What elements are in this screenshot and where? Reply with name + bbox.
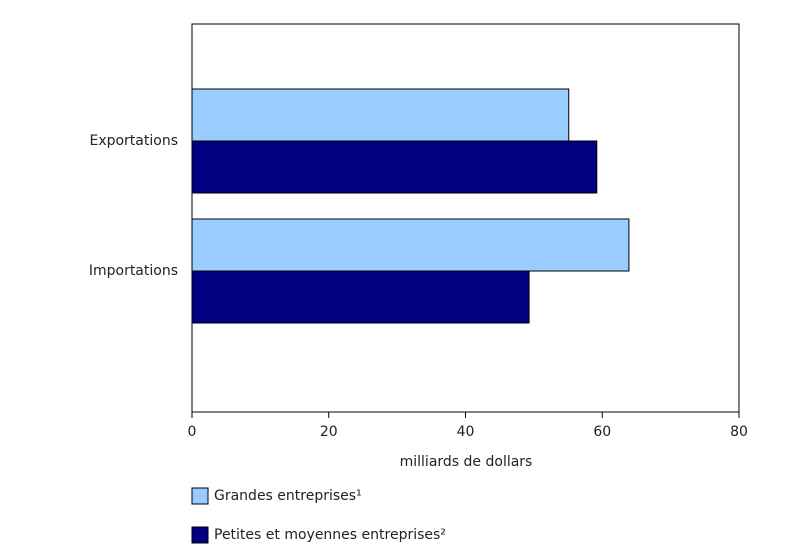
x-tick-label: 40 — [457, 424, 475, 440]
y-tick-label: Importations — [89, 263, 178, 279]
plot-area — [191, 23, 740, 413]
legend-label: Petites et moyennes entreprises² — [214, 527, 446, 543]
legend-swatch — [191, 526, 209, 544]
bar — [191, 218, 630, 272]
bar — [191, 270, 530, 324]
bar — [191, 140, 598, 194]
legend-swatch — [191, 487, 209, 505]
legend-label: Grandes entreprises¹ — [214, 488, 362, 504]
x-axis-label: milliards de dollars — [400, 454, 533, 470]
bar — [191, 88, 570, 142]
y-tick-label: Exportations — [89, 133, 178, 149]
x-tick-label: 20 — [320, 424, 338, 440]
x-tick-label: 0 — [188, 424, 197, 440]
x-tick-label: 60 — [593, 424, 611, 440]
x-tick-label: 80 — [730, 424, 748, 440]
